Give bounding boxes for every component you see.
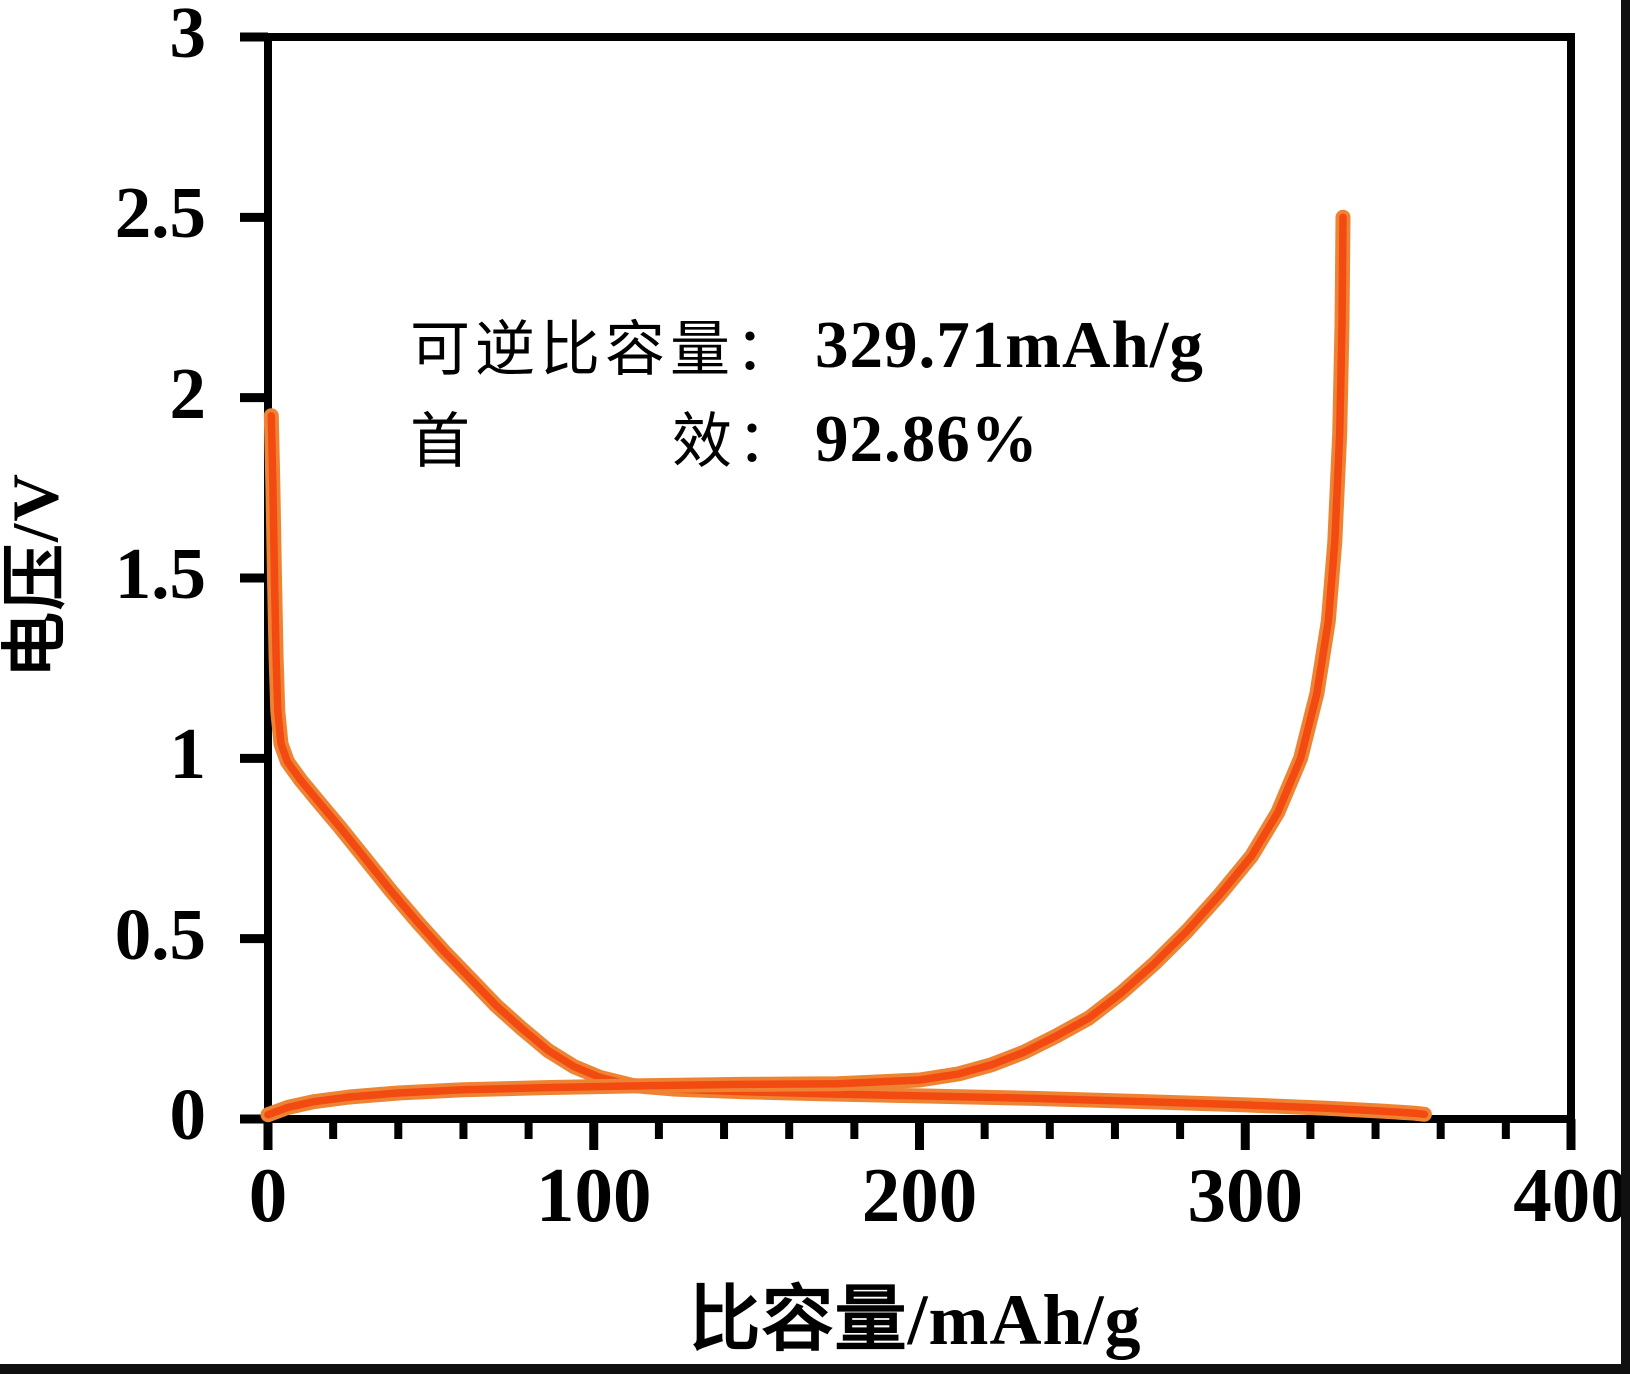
- x-tick-label: 200: [861, 1152, 978, 1238]
- y-tick-label: 1: [169, 713, 207, 795]
- x-tick-label: 0: [248, 1152, 288, 1238]
- annotation-reversible-capacity-label: 可逆比容量：: [410, 317, 800, 383]
- annotation-first-efficiency-label-left: 首: [410, 409, 475, 475]
- first-cycle-discharge-curve-outline: [263, 408, 1432, 1122]
- x-axis-title-chinese: 比容量: [688, 1277, 908, 1361]
- x-tick-label: 400: [1513, 1152, 1629, 1238]
- x-axis-title-unit: /mAh/g: [907, 1280, 1142, 1360]
- page-edge-bottom: [0, 1364, 1630, 1374]
- page-edge-right: [1621, 0, 1630, 1374]
- y-axis-title-chinese: 电压: [0, 542, 74, 678]
- first-cycle-charge-curve: [264, 213, 1347, 1119]
- y-axis-title-unit: /V: [0, 472, 73, 542]
- x-axis-title: 比容量/mAh/g: [688, 1283, 1141, 1356]
- y-tick-label: 2.5: [114, 172, 206, 254]
- y-axis-title: 电压/V: [0, 472, 74, 678]
- x-tick-label: 100: [536, 1152, 652, 1238]
- y-tick-label: 1.5: [114, 533, 206, 614]
- annotation-reversible-capacity-value: 329.71mAh/g: [815, 308, 1204, 382]
- first-cycle-discharge-curve: [267, 411, 1429, 1119]
- y-tick-label: 0.5: [114, 893, 206, 975]
- y-tick-label: 0: [169, 1074, 207, 1155]
- plot-box: [264, 33, 1575, 1123]
- annotation-first-efficiency-value: 92.86%: [815, 402, 1039, 476]
- x-tick-label: 300: [1187, 1152, 1304, 1238]
- annotation-first-efficiency-label-right: 效：: [672, 409, 802, 475]
- y-tick-label: 3: [169, 0, 207, 73]
- y-tick-label: 2: [169, 352, 207, 434]
